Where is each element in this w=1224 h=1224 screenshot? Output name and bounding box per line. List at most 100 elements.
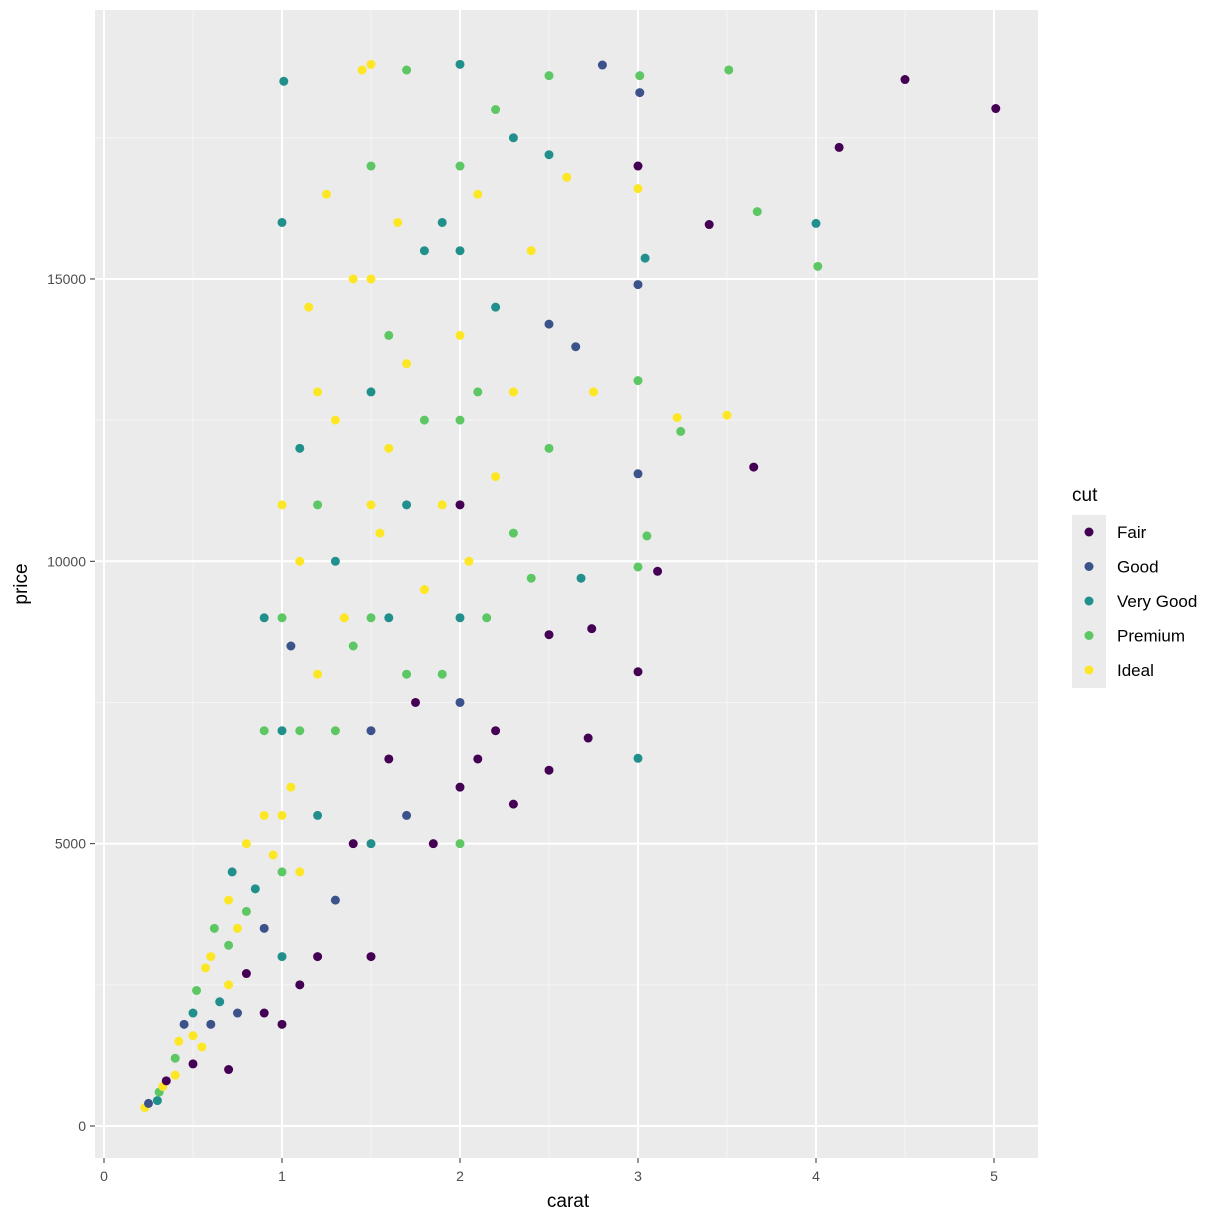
data-point-premium [642,531,652,541]
y-tick-label: 0 [78,1118,86,1134]
data-point-fair [241,969,251,979]
data-point-ideal [491,472,501,482]
data-point-ideal [455,330,465,340]
data-point-fair [633,161,643,171]
legend-title: cut [1072,485,1098,506]
data-point-premium [384,330,394,340]
data-point-premium [366,613,376,623]
data-point-very-good [455,246,465,256]
data-point-fair [491,726,501,736]
data-point-very-good [277,217,287,227]
data-point-fair [188,1059,198,1069]
data-point-premium [491,105,501,115]
data-point-fair [259,1008,269,1018]
data-point-premium [526,573,536,583]
data-point-very-good [227,867,237,877]
data-point-ideal [366,500,376,510]
data-point-good [259,923,269,933]
data-point-premium [724,65,734,75]
data-point-premium [508,528,518,538]
data-point-very-good [419,246,429,256]
data-point-very-good [811,218,821,228]
x-tick-label: 5 [990,1168,998,1184]
data-point-ideal [197,1042,207,1052]
legend-label: Premium [1117,627,1185,646]
data-point-premium [544,443,554,453]
x-tick-label: 4 [812,1168,820,1184]
y-axis: 0 5000 10000 15000 [47,271,95,1134]
data-point-good [366,726,376,736]
data-point-fair [587,624,597,634]
data-point-good [597,60,607,70]
x-tick-label: 1 [278,1168,286,1184]
data-point-premium [455,839,465,849]
legend-key-good [1084,562,1094,571]
data-point-very-good [455,613,465,623]
data-point-ideal [526,246,536,256]
data-point-premium [633,562,643,572]
data-point-very-good [508,133,518,143]
data-point-fair [384,754,394,764]
data-point-premium [455,415,465,425]
data-point-fair [473,754,483,764]
data-point-ideal [286,782,296,792]
data-point-premium [544,71,554,81]
data-point-premium [313,500,323,510]
legend-label: Good [1117,558,1159,577]
data-point-fair [348,839,358,849]
data-point-ideal [259,810,269,820]
data-point-good [233,1008,242,1018]
data-point-good [635,88,645,98]
data-point-fair [544,630,554,640]
legend-key-premium [1084,631,1094,640]
data-point-premium [402,669,412,679]
data-point-very-good [366,387,376,397]
data-point-fair [411,697,420,707]
x-tick-label: 2 [456,1168,464,1184]
data-point-premium [366,161,376,171]
data-point-premium [241,906,251,916]
data-point-very-good [633,753,643,763]
data-point-ideal [174,1036,184,1046]
x-axis: 0 1 2 3 4 5 [100,1158,998,1184]
data-point-ideal [224,895,234,905]
data-point-ideal [322,189,331,199]
data-point-ideal [589,387,598,397]
data-point-fair [749,462,759,472]
data-point-very-good [330,556,340,566]
data-point-premium [209,923,219,933]
data-point-premium [455,161,465,171]
data-point-premium [330,726,340,736]
data-point-premium [170,1053,180,1063]
data-point-premium [277,867,287,877]
data-point-ideal [393,217,403,227]
data-point-ideal [304,302,314,312]
data-point-good [206,1019,216,1029]
data-point-very-good [576,573,586,583]
data-point-premium [676,426,686,436]
data-point-premium [402,65,412,75]
data-point-very-good [277,726,287,736]
data-point-good [330,895,340,905]
legend-label: Very Good [1117,592,1197,611]
data-point-ideal [295,867,305,877]
y-tick-label: 10000 [47,553,86,569]
data-point-ideal [268,850,278,860]
data-point-ideal [188,1031,198,1041]
data-point-fair [508,799,518,809]
data-point-fair [313,952,323,962]
data-point-ideal [366,274,376,284]
data-point-ideal [348,274,358,284]
data-point-very-good [295,443,305,453]
data-point-very-good [188,1008,198,1018]
data-point-fair [991,104,1001,114]
data-point-fair [277,1019,287,1029]
data-point-good [455,697,465,707]
data-point-ideal [508,387,518,397]
x-axis-title: carat [547,1191,590,1212]
data-point-ideal [206,952,216,962]
data-point-very-good [402,500,412,510]
gridlines [95,10,1038,1158]
legend-label: Fair [1117,523,1147,542]
